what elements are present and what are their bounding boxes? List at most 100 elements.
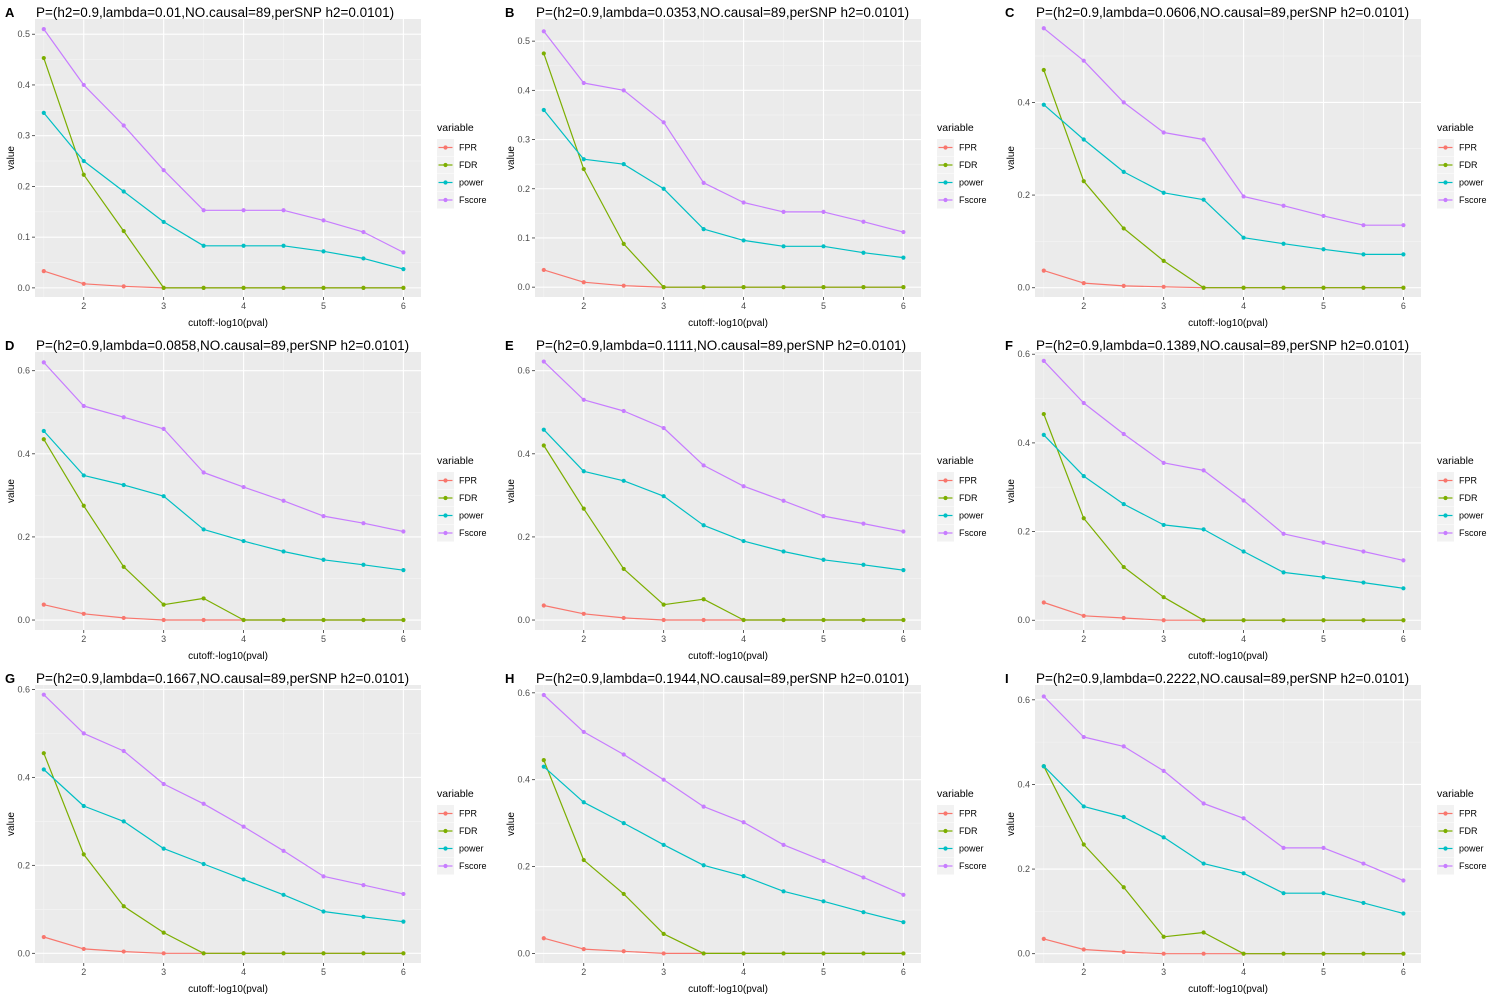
data-point-power — [541, 107, 546, 113]
data-point-fpr — [201, 617, 206, 623]
series-line-power — [43, 430, 404, 571]
legend-label: FDR — [459, 160, 478, 170]
legend-label: Fscore — [1459, 528, 1487, 538]
x-tick-label: 3 — [661, 301, 666, 311]
data-point-fscore — [701, 463, 706, 468]
data-point-power — [1161, 190, 1166, 195]
data-point-fdr — [281, 285, 286, 290]
data-point-power — [1321, 891, 1326, 896]
legend-label: power — [1459, 511, 1484, 521]
data-point-fscore — [1401, 878, 1406, 883]
legend-key-point — [443, 513, 448, 518]
data-point-power — [581, 800, 586, 805]
data-point-power — [1041, 102, 1046, 107]
data-point-fpr — [1121, 949, 1126, 955]
data-point-power — [1241, 871, 1246, 876]
series-line-fscore — [1043, 695, 1404, 882]
x-axis-label: cutoff:-log10(pval) — [688, 651, 768, 662]
data-point-power — [581, 157, 586, 162]
data-point-fdr — [201, 951, 206, 956]
data-point-fscore — [1281, 203, 1286, 208]
y-tick-label: 0.6 — [517, 688, 530, 698]
legend-label: power — [1459, 844, 1484, 854]
data-point-fdr — [741, 951, 746, 956]
panel-b: 2 3 4 5 6 0.0 0.1 0.2 0.3 0.4 0.5 B P=(h2=0.9,lambda… — [500, 0, 1000, 333]
data-point-power — [401, 568, 406, 573]
data-point-fscore — [781, 498, 786, 503]
legend-key-point — [943, 180, 948, 185]
data-point-fpr — [661, 617, 666, 623]
data-point-fpr — [541, 603, 546, 608]
legend-label: power — [959, 511, 984, 521]
x-tick-label: 2 — [581, 967, 586, 977]
data-point-fscore — [241, 208, 246, 213]
data-point-fscore — [1161, 130, 1166, 135]
y-tick-label: 0.0 — [17, 283, 30, 293]
legend-label: power — [459, 178, 484, 188]
data-point-power — [321, 909, 326, 914]
legend-key-point — [443, 495, 448, 501]
legend-title: variable — [937, 455, 974, 467]
data-point-fpr — [621, 615, 626, 621]
x-tick-label: 4 — [1241, 301, 1246, 311]
x-tick-label: 3 — [1161, 967, 1166, 977]
data-point-fdr — [1321, 951, 1326, 956]
y-tick-label: 0.0 — [517, 615, 530, 625]
legend-key-point — [1443, 495, 1448, 501]
legend-key-point — [443, 828, 448, 834]
data-point-fdr — [1401, 285, 1406, 290]
y-tick-label: 0.2 — [517, 862, 530, 872]
data-point-fscore — [581, 729, 586, 735]
x-tick-label: 3 — [161, 967, 166, 977]
legend-key-point — [1443, 197, 1448, 203]
y-tick-label: 0.0 — [17, 615, 30, 625]
legend-key-point — [943, 495, 948, 501]
data-point-power — [201, 861, 206, 867]
data-point-fdr — [1281, 285, 1286, 290]
data-point-fdr — [541, 51, 546, 56]
data-point-fdr — [281, 617, 286, 623]
legend-label: power — [459, 844, 484, 854]
data-point-fpr — [161, 617, 166, 623]
y-tick-label: 0.6 — [1017, 349, 1030, 359]
data-point-fpr — [581, 947, 586, 952]
data-point-power — [1201, 861, 1206, 866]
x-tick-label: 6 — [401, 634, 406, 644]
data-point-power — [81, 803, 86, 809]
series-line-fdr — [43, 752, 404, 954]
legend-label: Fscore — [1459, 195, 1487, 205]
data-point-fscore — [361, 521, 366, 526]
data-point-fscore — [1081, 58, 1086, 63]
y-tick-label: 0.1 — [517, 233, 530, 243]
data-point-fscore — [821, 858, 826, 864]
chart-title: P=(h2=0.9,lambda=0.01,NO.causal=89,perSN… — [36, 5, 394, 20]
plot-background — [1035, 352, 1421, 630]
plot-background — [535, 352, 921, 630]
x-tick-label: 5 — [821, 967, 826, 977]
legend-key-point — [1443, 863, 1448, 869]
data-point-fscore — [1321, 213, 1326, 219]
legend-key-point — [1443, 162, 1448, 168]
plot-background — [1035, 19, 1421, 297]
series-line-fscore — [543, 694, 904, 896]
x-tick-label: 4 — [741, 967, 746, 977]
data-point-fscore — [41, 360, 46, 365]
data-point-fdr — [1081, 842, 1086, 847]
series-line-fdr — [543, 53, 904, 288]
x-tick-label: 6 — [1401, 967, 1406, 977]
y-tick-label: 0.4 — [17, 772, 30, 782]
series-line-fscore — [543, 361, 904, 533]
data-point-fscore — [281, 208, 286, 213]
data-point-fdr — [121, 904, 126, 909]
data-point-fpr — [161, 951, 166, 956]
plot-svg: 2 3 4 5 6 0.0 0.2 0.4 0.6 E P=(h2=0.9,lambda=0.111… — [505, 338, 987, 662]
legend-title: variable — [1437, 122, 1474, 134]
data-point-fdr — [1041, 67, 1046, 73]
legend-key-point — [943, 162, 948, 168]
legend-key-point — [1443, 811, 1448, 816]
legend-key-point — [443, 180, 448, 185]
data-point-power — [1081, 474, 1086, 479]
data-point-power — [741, 238, 746, 243]
series-line-fdr — [1043, 765, 1404, 955]
x-tick-label: 2 — [581, 634, 586, 644]
